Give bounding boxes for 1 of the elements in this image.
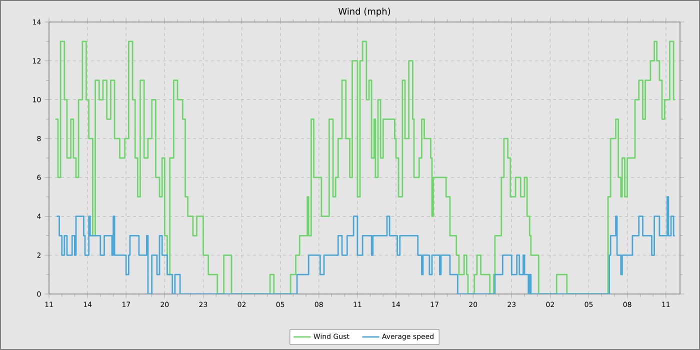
chart-title: Wind (mph) <box>338 8 390 16</box>
